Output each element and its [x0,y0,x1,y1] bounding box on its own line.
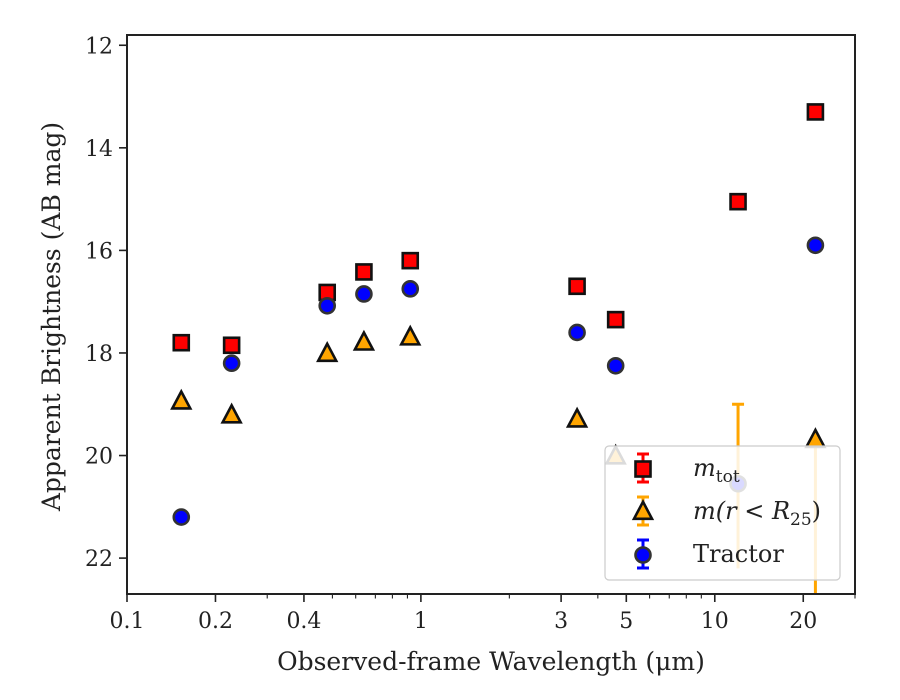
axis-ticks [119,44,805,602]
legend-label-subscript: 25 [790,510,812,530]
legend-box [604,445,841,581]
y-tick-label: 22 [85,547,113,572]
x-tick-label: 3 [554,609,568,634]
m_tot-point [606,310,625,329]
m_r25-point [399,324,422,346]
tractor-point [401,280,420,298]
x-tick-label: 0.4 [286,609,321,634]
tractor-point [222,354,241,373]
x-tick-label: 0.1 [110,609,145,634]
y-tick-label: 12 [85,34,113,59]
plot-frame [126,34,856,595]
legend-label-base: m(r < R [693,497,790,525]
legend-label-m_tot: mtot [693,454,740,487]
tick-labels: 0.1 0.2 0.4 1 3 5 10 20 12 14 16 18 20 22 [85,34,817,634]
legend-marker-tractor [634,546,652,564]
x-axis-title: Observed-frame Wavelength (μm) [277,647,705,676]
m_r25-point [220,402,243,424]
legend-marker-m_r25 [631,499,655,521]
x-tick-label: 0.2 [198,609,233,634]
m_tot-point [401,251,420,270]
legend-marker-m_tot [634,460,652,478]
m_tot-point [172,333,191,352]
legend-label-m_r25: m(r < R25) [693,497,821,530]
y-tick-label: 20 [85,445,113,470]
legend: mtot m(r < R25) Tractor [604,445,841,581]
m_tot-point [806,103,825,121]
tractor-point [806,236,825,255]
m_tot-point [568,277,586,296]
legend-label-tractor: Tractor [693,540,784,568]
legend-items: mtot m(r < R25) Tractor [631,452,821,570]
tractor-point [355,285,373,303]
m_r25-point [565,406,589,428]
m_tot-point [729,192,747,211]
x-tick-label: 1 [414,609,428,634]
m_tot-point [222,336,241,355]
tractor-point [318,296,337,315]
tractor-point [606,356,625,375]
legend-label-base: m [693,454,716,482]
y-tick-label: 16 [85,239,113,264]
y-axis-title: Apparent Brightness (AB mag) [37,122,66,512]
legend-label-subscript: tot [716,467,740,487]
m_r25-point [804,427,827,449]
legend-label-suffix: ) [812,497,821,525]
tractor-point [172,508,191,526]
m_r25-point [316,341,339,363]
y-tick-label: 14 [85,137,113,162]
y-tick-label: 18 [85,342,113,367]
m_r25-point [170,388,193,410]
tractor-point [568,323,586,342]
x-tick-label: 5 [619,609,633,634]
legend-label-base: Tractor [693,540,784,568]
m_tot-point [355,263,373,281]
x-tick-label: 10 [701,609,729,634]
x-tick-label: 20 [789,609,817,634]
m_r25-point [352,329,376,351]
